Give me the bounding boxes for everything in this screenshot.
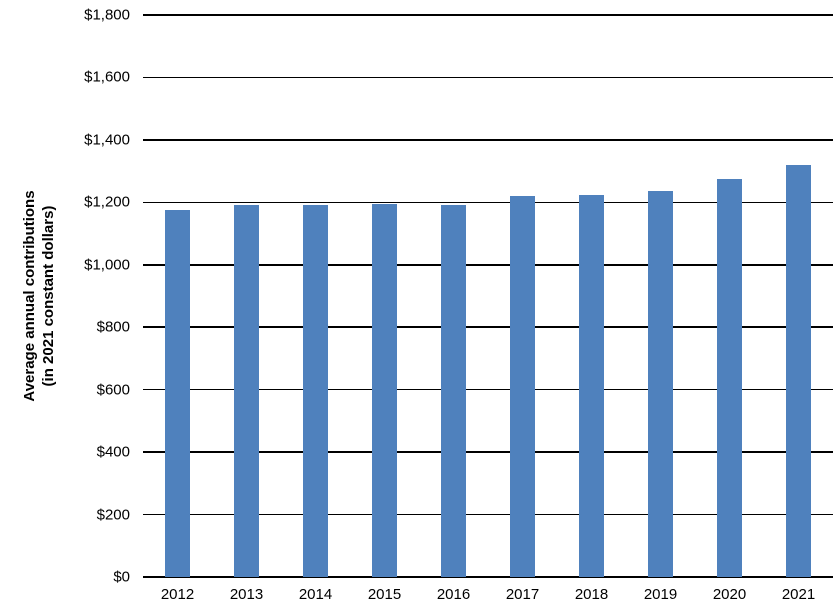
- x-tick-label: 2021: [781, 586, 816, 603]
- y-tick-label: $0: [113, 568, 130, 586]
- bar-2019: [648, 191, 673, 577]
- bar-2016: [441, 205, 466, 577]
- y-tick-label: $1,600: [84, 68, 130, 86]
- y-axis-title-line2: (in 2021 constant dollars): [40, 205, 57, 387]
- bar-2017: [510, 196, 535, 577]
- x-tick-label: 2020: [712, 586, 747, 603]
- y-gridline: [143, 139, 833, 141]
- x-tick-label: 2017: [505, 586, 540, 603]
- y-gridline: [143, 451, 833, 453]
- bar-2012: [165, 210, 190, 577]
- bar-2021: [786, 164, 811, 577]
- y-tick-label: $1,400: [84, 131, 130, 149]
- y-gridline: [143, 76, 833, 79]
- bar-2020: [717, 178, 742, 577]
- y-gridline: [143, 201, 833, 204]
- y-tick-label: $400: [96, 443, 130, 461]
- y-tick-label: $800: [96, 318, 130, 336]
- x-axis-line: [143, 576, 833, 578]
- y-axis-title: Average annual contributions (in 2021 co…: [20, 190, 58, 401]
- x-tick-label: 2014: [298, 586, 333, 603]
- bar-2018: [579, 194, 604, 577]
- x-tick-label: 2019: [643, 586, 678, 603]
- y-gridline: [143, 14, 833, 16]
- bar-2015: [372, 203, 397, 577]
- y-tick-label: $1,800: [84, 6, 130, 24]
- y-axis-title-line1: Average annual contributions: [21, 190, 38, 402]
- y-gridline: [143, 326, 833, 328]
- y-gridline: [143, 388, 833, 391]
- x-tick-label: 2016: [436, 586, 471, 603]
- x-tick-label: 2015: [367, 586, 402, 603]
- y-tick-label: $200: [96, 506, 130, 524]
- y-tick-label: $1,000: [84, 256, 130, 274]
- bar-2013: [234, 205, 259, 577]
- y-gridline: [143, 264, 833, 266]
- x-tick-label: 2018: [574, 586, 609, 603]
- x-tick-label: 2012: [160, 586, 195, 603]
- y-tick-label: $600: [96, 381, 130, 399]
- bar-2014: [303, 205, 328, 577]
- y-tick-label: $1,200: [84, 193, 130, 211]
- y-gridline: [143, 513, 833, 516]
- x-tick-label: 2013: [229, 586, 264, 603]
